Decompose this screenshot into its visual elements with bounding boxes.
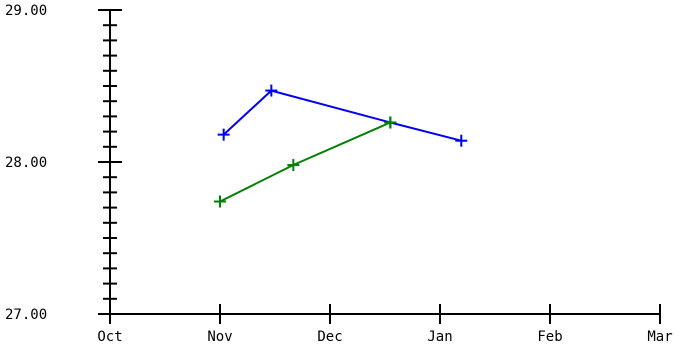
x-tick-label: Jan (427, 329, 452, 345)
x-tick-label: Dec (317, 329, 342, 345)
axes (109, 10, 660, 315)
data-point-marker (214, 195, 226, 208)
x-tick-label: Oct (97, 329, 122, 345)
y-tick-label: 27.00 (5, 307, 47, 323)
series-line-1 (223, 89, 462, 142)
x-tick-label: Feb (537, 329, 562, 345)
y-tick-label: 29.00 (5, 3, 47, 19)
y-tick-label: 28.00 (5, 155, 47, 171)
x-tick-label: Nov (207, 329, 232, 345)
data-point-marker (265, 84, 278, 97)
data-point-marker (217, 128, 230, 141)
data-point-marker (384, 116, 397, 129)
x-axis-ticks: Oct Nov Dec Jan Feb Mar (97, 304, 673, 345)
y-axis-ticks: 27.00 28.00 29.00 (5, 3, 122, 323)
data-point-marker (455, 134, 468, 147)
series-line-2 (219, 121, 391, 203)
data-point-marker (287, 159, 300, 172)
series-group (214, 84, 468, 208)
x-tick-label: Mar (647, 329, 672, 345)
